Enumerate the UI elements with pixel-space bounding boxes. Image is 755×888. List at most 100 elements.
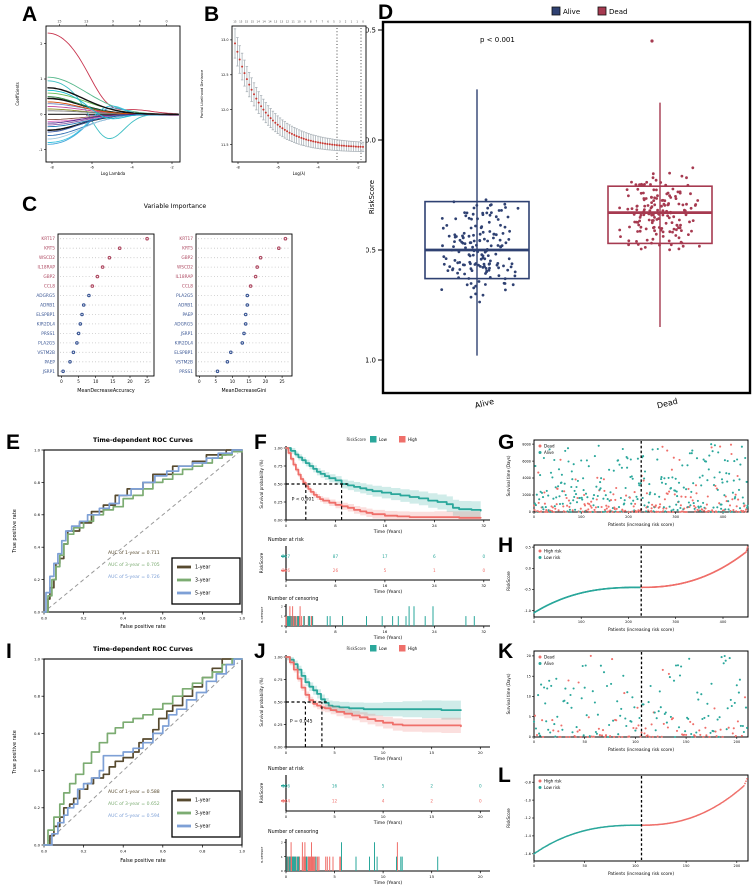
svg-text:12.0: 12.0: [221, 108, 229, 112]
svg-text:RiskScore: RiskScore: [368, 180, 376, 214]
svg-text:0: 0: [285, 750, 288, 755]
svg-text:AUC of 5-year = 0.726: AUC of 5-year = 0.726: [108, 574, 160, 580]
svg-text:11.5: 11.5: [221, 143, 229, 147]
svg-text:5-year: 5-year: [195, 824, 210, 830]
svg-text:13.0: 13.0: [221, 38, 229, 42]
panel-km-training: F RiskScore Low High 1.00 0.75 0.50 0.25 0.00 0 8…: [254, 432, 498, 641]
svg-text:-1.6: -1.6: [524, 852, 530, 856]
svg-text:10: 10: [381, 814, 386, 819]
svg-text:0.00: 0.00: [274, 744, 283, 749]
panel-km-validation: J RiskScore Low High 1.00 0.75 0.50 0.25 0.00 0 5…: [254, 641, 498, 888]
svg-text:VSTM2B: VSTM2B: [37, 350, 55, 356]
svg-text:0.50: 0.50: [274, 481, 283, 486]
svg-text:3: 3: [339, 20, 341, 24]
svg-text:3-year: 3-year: [195, 811, 210, 817]
svg-text:5: 5: [382, 783, 385, 788]
svg-text:P = 0.045: P = 0.045: [290, 719, 313, 725]
svg-text:2: 2: [40, 42, 42, 46]
svg-text:-1.4: -1.4: [524, 834, 530, 838]
svg-text:0.8: 0.8: [199, 849, 206, 854]
svg-text:9: 9: [304, 20, 306, 24]
svg-text:Patients (increasing risk scor: Patients (increasing risk score): [608, 747, 674, 753]
svg-text:0.8: 0.8: [34, 694, 41, 699]
panel-roc-validation: I 0.0 0.0 0.2 0.2 0.4 0.4 0.6 0.6 0.8 0.8 1.0 1.0 Fa…: [4, 641, 254, 888]
svg-text:MeanDecreaseAccuracy: MeanDecreaseAccuracy: [77, 388, 135, 394]
svg-text:0: 0: [479, 799, 482, 804]
svg-text:15: 15: [245, 20, 249, 24]
panel-l-label: L: [498, 764, 511, 787]
svg-text:Time (Years): Time (Years): [373, 820, 403, 826]
svg-text:5: 5: [333, 874, 336, 879]
svg-text:0.6: 0.6: [34, 512, 41, 517]
svg-text:-1.0: -1.0: [366, 356, 376, 364]
svg-text:CCL8: CCL8: [182, 284, 193, 290]
svg-text:Survival probability (%): Survival probability (%): [259, 459, 264, 508]
svg-text:15: 15: [239, 20, 243, 24]
svg-text:0: 0: [166, 20, 168, 24]
svg-text:0.8: 0.8: [199, 616, 206, 621]
svg-text:Low risk: Low risk: [544, 785, 561, 790]
svg-text:Variable Importance: Variable Importance: [144, 203, 207, 210]
svg-text:16: 16: [382, 523, 387, 528]
svg-text:150: 150: [683, 864, 690, 868]
svg-text:True positive rate: True positive rate: [12, 730, 18, 775]
svg-text:Low: Low: [379, 646, 388, 651]
svg-text:200: 200: [733, 740, 740, 744]
svg-text:0: 0: [533, 515, 535, 519]
panel-lasso-paths: A 15 13 9 4 0 -1 0 1 2 -8 -6 -4 -2 Log Lambda Coeffici…: [8, 4, 190, 194]
svg-text:KRT17: KRT17: [179, 236, 193, 242]
panel-e-label: E: [6, 431, 21, 454]
svg-text:RiskScore: RiskScore: [506, 571, 511, 591]
svg-text:15: 15: [429, 750, 434, 755]
svg-text:IL18RAP: IL18RAP: [38, 265, 56, 271]
svg-text:20: 20: [263, 379, 269, 384]
svg-text:1.0: 1.0: [239, 616, 246, 621]
svg-text:16: 16: [382, 583, 387, 588]
roc-plot-validation: 0.00.0 0.2 0.2 0.4 0.4 0.6 0.6 0.8 0.8 1.0 1.0 Fals…: [12, 646, 246, 864]
svg-text:ELSPBP1: ELSPBP1: [174, 350, 193, 356]
svg-text:13: 13: [274, 20, 278, 24]
svg-text:0.8: 0.8: [34, 480, 41, 485]
svg-text:50: 50: [582, 864, 586, 868]
svg-text:-6: -6: [90, 166, 94, 170]
svg-text:1-year: 1-year: [195, 798, 210, 804]
svg-text:High: High: [408, 437, 418, 442]
svg-text:0: 0: [533, 740, 535, 744]
svg-text:1.0: 1.0: [34, 447, 41, 452]
svg-text:0.25: 0.25: [274, 499, 283, 504]
svg-text:100: 100: [578, 515, 585, 519]
panel-g-label: G: [498, 431, 515, 454]
svg-text:10: 10: [297, 20, 301, 24]
svg-text:2: 2: [430, 799, 433, 804]
svg-text:7: 7: [321, 20, 323, 24]
svg-text:-1: -1: [39, 148, 43, 152]
svg-text:1.00: 1.00: [274, 445, 283, 450]
svg-text:-6: -6: [276, 166, 280, 170]
svg-text:2: 2: [345, 20, 347, 24]
svg-text:0: 0: [529, 510, 531, 514]
svg-text:200: 200: [625, 515, 632, 519]
svg-text:1-year: 1-year: [195, 565, 210, 571]
panel-roc-training: E 0.0 0.0 0.2 0.2 0.4 0.4 0.6 0.6 0.8 0.8 1.0 1.0 Fa…: [4, 432, 254, 641]
svg-text:n.censor: n.censor: [259, 606, 264, 623]
svg-text:JSRP1: JSRP1: [180, 331, 194, 337]
svg-text:True positive rate: True positive rate: [12, 509, 18, 554]
svg-text:100: 100: [578, 620, 585, 624]
cv-deviance-plot: 15 15 15 15 14 14 14 13 13 12 11 10 9 8 7 7 6 5 3 2 1 1 011.51…: [200, 20, 367, 176]
svg-text:0: 0: [285, 874, 288, 879]
svg-text:0.2: 0.2: [81, 616, 88, 621]
svg-text:PLA2G5: PLA2G5: [38, 340, 55, 346]
svg-text:0: 0: [40, 113, 42, 117]
svg-text:1.0: 1.0: [34, 656, 41, 661]
svg-text:0: 0: [285, 583, 288, 588]
svg-text:High risk: High risk: [544, 549, 562, 554]
svg-text:AUC of 1-year = 0.588: AUC of 1-year = 0.588: [108, 789, 160, 795]
svg-text:Time (Years): Time (Years): [373, 635, 403, 641]
svg-text:-1.0: -1.0: [524, 798, 530, 802]
svg-text:8: 8: [334, 583, 337, 588]
svg-text:JSRP1: JSRP1: [42, 369, 56, 375]
svg-text:24: 24: [432, 629, 437, 634]
svg-text:KIR2DL4: KIR2DL4: [175, 340, 194, 346]
svg-text:6: 6: [433, 554, 436, 559]
